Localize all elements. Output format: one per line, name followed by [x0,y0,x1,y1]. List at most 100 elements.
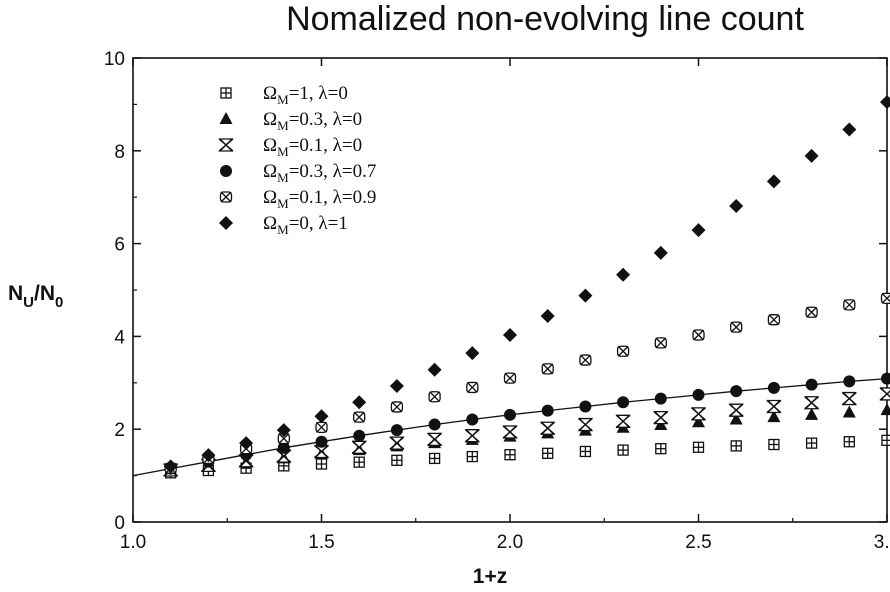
data-point-boxed-x [503,372,517,384]
legend-subscript: M [277,222,289,237]
legend-text-rest: =0.3, λ=0.7 [289,161,377,182]
data-point-diamond [578,288,593,303]
data-point-circle [730,385,743,398]
x-tick-label: 1.0 [120,532,146,553]
data-point-diamond [352,395,367,410]
marker-diamond [465,346,480,361]
series-triangle [164,403,890,476]
data-point-boxed-plus [504,449,516,461]
legend-text-rest: =0.1, λ=0.9 [289,187,377,208]
data-point-triangle [219,112,233,124]
axis-ticks: 1.0 1.5 2.0 2.5 3.0 0 2 4 6 8 10 [104,49,890,553]
marker-diag2 [806,306,818,318]
marker-triangle [692,415,705,428]
data-point-diamond [276,423,291,438]
legend-subscript: M [277,196,289,211]
legend-omega: Ω [263,187,277,208]
legend: ΩM=1, λ=0ΩM=0.3, λ=0ΩM=0.1, λ=0ΩM=0.3, λ… [218,83,377,237]
data-point-circle [767,381,780,394]
data-point-diamond [616,267,631,282]
y-tick-label: 10 [104,49,125,70]
marker-diag2 [843,299,855,311]
marker-diag2 [316,421,327,433]
marker-diag2 [804,396,820,410]
marker-diag2 [218,138,234,152]
data-point-circle [654,392,667,405]
legend-omega: Ω [263,213,277,234]
data-point-boxed-x [579,354,592,366]
data-point-triangle [880,403,890,416]
legend-omega: Ω [263,83,277,104]
data-point-diamond [766,174,781,189]
marker-triangle [805,407,819,420]
data-point-circle [504,408,516,421]
data-point-circle [315,435,328,448]
data-point-boxed-plus [843,436,855,448]
data-point-circle [428,418,441,431]
marker-diag2 [691,407,706,421]
data-point-circle [579,400,592,413]
data-point-triangle [805,407,819,420]
marker-diag2 [728,403,744,417]
fit-curve [132,375,888,477]
data-point-hourglass [804,396,820,410]
marker-diamond [578,288,593,303]
legend-item: ΩM=0.3, λ=0.7 [220,161,376,185]
data-point-hourglass [464,429,480,443]
data-point-boxed-x [390,401,404,413]
marker-triangle [880,403,890,416]
marker-triangle [767,410,781,423]
marker-diamond [219,216,233,230]
marker-diamond [691,223,706,238]
marker-diamond [653,245,668,260]
marker-diag2 [464,429,480,443]
y-tick-label: 8 [114,142,125,163]
data-point-boxed-plus [692,441,705,453]
marker-diamond [352,395,367,410]
marker-diag2 [577,418,593,432]
data-point-diamond [691,223,706,238]
y-axis-label-n1: N [8,282,23,305]
data-point-hourglass [615,414,631,428]
legend-omega: Ω [263,135,277,156]
x-axis-label: 1+z [473,565,507,588]
data-point-diamond [239,436,254,451]
marker-diag2 [766,399,782,413]
marker-diag2 [615,414,631,428]
marker-diag2 [429,391,441,403]
data-point-hourglass [841,391,857,406]
data-point-boxed-plus [579,445,592,458]
data-point-boxed-plus [315,458,328,470]
marker-circle [220,165,232,177]
y-axis-label-sub1: U [23,294,34,311]
data-point-hourglass [879,387,890,401]
data-point-hourglass [427,432,443,447]
x-tick-label: 2.5 [685,532,711,553]
series-diamond [163,95,890,474]
data-point-boxed-plus [466,450,478,463]
data-point-boxed-plus [655,443,667,455]
marker-diag2 [653,411,669,425]
marker-circle [541,404,554,417]
data-point-diamond [842,122,857,137]
marker-diag2 [693,329,704,341]
data-point-boxed-x [315,421,328,433]
data-point-hourglass [351,440,367,454]
legend-text-rest: =0, λ=1 [289,213,348,234]
data-point-circle [277,441,290,454]
data-point-boxed-x [767,314,781,326]
data-point-boxed-plus [617,444,629,456]
marker-triangle [729,412,743,425]
data-point-hourglass [218,138,234,152]
marker-diamond [842,122,857,137]
marker-diag2 [504,372,516,384]
marker-circle [579,400,592,413]
data-point-hourglass [728,403,744,417]
data-point-circle [466,413,479,426]
marker-circle [466,413,479,426]
marker-circle [617,396,630,409]
marker-diamond [163,459,178,474]
data-point-triangle [692,415,705,428]
marker-circle [654,392,667,405]
